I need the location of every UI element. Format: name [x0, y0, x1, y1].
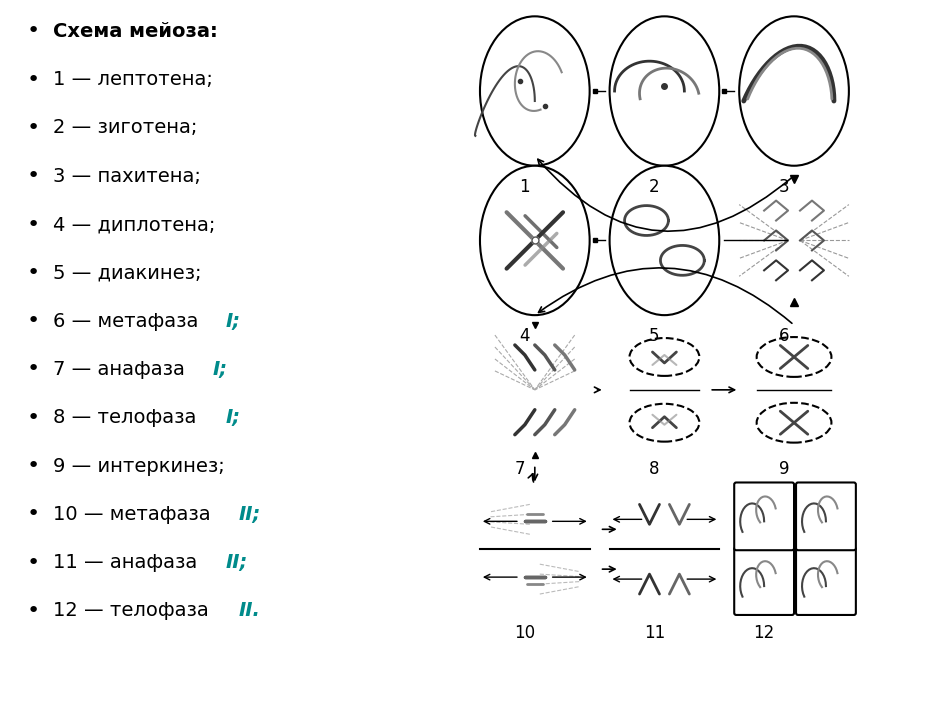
Text: 2 — зиготена;: 2 — зиготена;: [54, 118, 197, 137]
Text: 1 — лептотена;: 1 — лептотена;: [54, 70, 213, 89]
Text: 5 — диакинез;: 5 — диакинез;: [54, 263, 202, 282]
Text: II;: II;: [226, 553, 248, 572]
Text: I;: I;: [212, 360, 227, 379]
Text: •: •: [26, 504, 39, 525]
Text: •: •: [26, 553, 39, 572]
Text: 4: 4: [520, 327, 530, 345]
Text: 7: 7: [514, 460, 525, 477]
Text: •: •: [26, 214, 39, 235]
FancyBboxPatch shape: [796, 482, 855, 550]
Ellipse shape: [480, 16, 589, 166]
Text: •: •: [26, 407, 39, 428]
Text: 3: 3: [778, 178, 790, 196]
Ellipse shape: [630, 338, 699, 376]
Text: II.: II.: [239, 601, 260, 620]
FancyBboxPatch shape: [734, 547, 794, 615]
Text: •: •: [26, 21, 39, 42]
Text: 5: 5: [650, 327, 660, 345]
Ellipse shape: [480, 166, 589, 315]
Text: 3 — пахитена;: 3 — пахитена;: [54, 166, 201, 185]
Text: •: •: [26, 456, 39, 476]
Ellipse shape: [609, 166, 719, 315]
Text: 8 — телофаза: 8 — телофаза: [54, 408, 203, 427]
Ellipse shape: [739, 16, 849, 166]
Text: 4 — диплотена;: 4 — диплотена;: [54, 215, 215, 234]
Ellipse shape: [609, 16, 719, 166]
FancyBboxPatch shape: [796, 547, 855, 615]
Text: 9 — интеркинез;: 9 — интеркинез;: [54, 457, 225, 476]
Text: I;: I;: [226, 312, 241, 331]
Ellipse shape: [757, 337, 831, 377]
Text: 6: 6: [779, 327, 790, 345]
Ellipse shape: [757, 403, 831, 443]
Text: Схема мейоза:: Схема мейоза:: [54, 22, 218, 41]
Text: •: •: [26, 118, 39, 138]
Text: I;: I;: [226, 408, 241, 427]
Text: II;: II;: [239, 505, 261, 524]
Ellipse shape: [630, 404, 699, 441]
Text: 11: 11: [644, 624, 666, 642]
Text: •: •: [26, 263, 39, 283]
Text: 7 — анафаза: 7 — анафаза: [54, 360, 192, 379]
Text: •: •: [26, 166, 39, 186]
Text: 10 — метафаза: 10 — метафаза: [54, 505, 217, 524]
Text: 1: 1: [520, 178, 530, 196]
Text: 12 — телофаза: 12 — телофаза: [54, 601, 215, 620]
FancyBboxPatch shape: [734, 482, 794, 550]
Text: 8: 8: [650, 460, 660, 477]
Text: 6 — метафаза: 6 — метафаза: [54, 312, 205, 331]
Text: •: •: [26, 311, 39, 331]
Text: 9: 9: [779, 460, 790, 477]
Text: 10: 10: [514, 624, 536, 642]
Text: •: •: [26, 601, 39, 621]
Text: 12: 12: [754, 624, 775, 642]
Text: •: •: [26, 70, 39, 90]
Text: •: •: [26, 360, 39, 379]
Text: 11 — анафаза: 11 — анафаза: [54, 553, 204, 572]
Text: 2: 2: [650, 178, 660, 196]
